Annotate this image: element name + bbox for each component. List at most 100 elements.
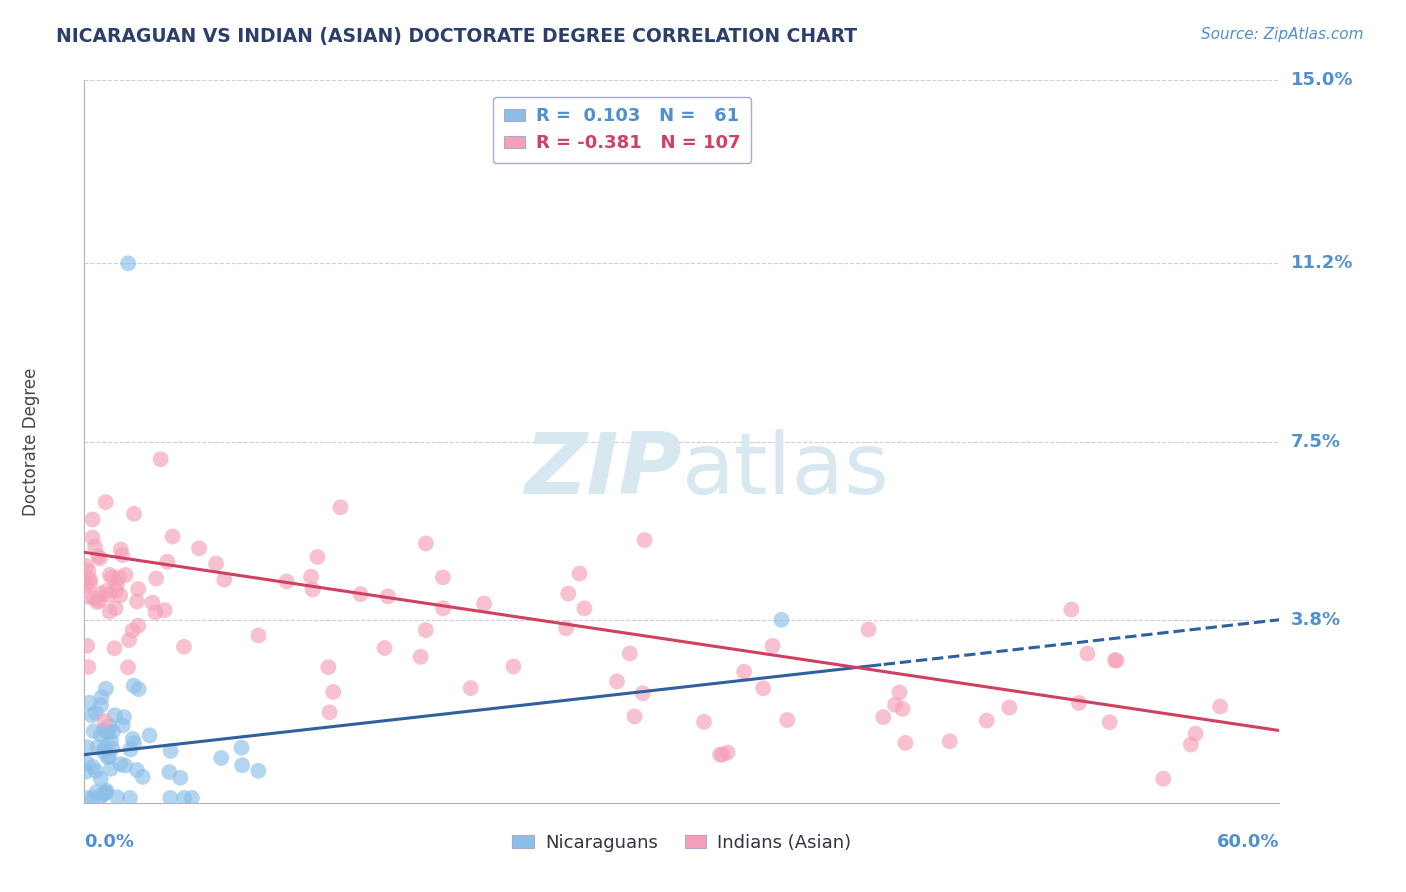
Point — [120, 742, 142, 756]
Point — [169, 771, 191, 785]
Point — [87, 739, 110, 754]
Point — [373, 640, 395, 655]
Point — [157, 765, 180, 780]
Point — [159, 791, 181, 805]
Point — [472, 597, 495, 611]
Point — [97, 725, 120, 739]
Point — [117, 256, 139, 270]
Point — [76, 578, 98, 592]
Text: 15.0%: 15.0% — [1291, 71, 1353, 89]
Point — [76, 740, 98, 755]
Point — [1152, 772, 1174, 786]
Point — [122, 736, 145, 750]
Point — [101, 741, 124, 756]
Point — [149, 452, 172, 467]
Point — [205, 557, 228, 571]
Point — [114, 568, 136, 582]
Text: atlas: atlas — [682, 429, 890, 512]
Point — [104, 601, 127, 615]
Point — [329, 500, 352, 515]
Text: Source: ZipAtlas.com: Source: ZipAtlas.com — [1201, 27, 1364, 42]
Point — [79, 573, 101, 587]
Point — [77, 564, 100, 578]
Text: 7.5%: 7.5% — [1291, 433, 1340, 450]
Point — [1076, 647, 1098, 661]
Point — [188, 541, 211, 556]
Point — [276, 574, 298, 589]
Point — [125, 763, 148, 777]
Point — [733, 665, 755, 679]
Point — [557, 587, 579, 601]
Point — [770, 613, 793, 627]
Point — [104, 708, 127, 723]
Point — [711, 747, 734, 762]
Point — [82, 790, 104, 805]
Point — [318, 660, 340, 674]
Point — [89, 791, 111, 805]
Point — [100, 734, 122, 748]
Point — [82, 760, 104, 774]
Point — [98, 749, 121, 764]
Point — [299, 570, 322, 584]
Point — [606, 674, 628, 689]
Point — [79, 696, 101, 710]
Point — [127, 582, 149, 596]
Point — [89, 551, 111, 566]
Point — [90, 586, 112, 600]
Point — [209, 751, 232, 765]
Point — [98, 719, 121, 733]
Point — [127, 619, 149, 633]
Point — [108, 570, 131, 584]
Point — [121, 624, 143, 638]
Point — [96, 783, 118, 797]
Point — [77, 660, 100, 674]
Point — [502, 659, 524, 673]
Text: Doctorate Degree: Doctorate Degree — [21, 368, 39, 516]
Point — [709, 747, 731, 762]
Point — [84, 540, 107, 554]
Point — [121, 731, 143, 746]
Point — [110, 588, 132, 602]
Text: ZIP: ZIP — [524, 429, 682, 512]
Point — [1209, 699, 1232, 714]
Point — [82, 531, 104, 545]
Point — [93, 786, 115, 800]
Point — [693, 714, 716, 729]
Point — [247, 628, 270, 642]
Point — [96, 726, 118, 740]
Point — [409, 649, 432, 664]
Point — [301, 582, 323, 597]
Point — [231, 740, 253, 755]
Point — [128, 682, 150, 697]
Point — [94, 681, 117, 696]
Point — [752, 681, 775, 696]
Point — [80, 708, 103, 723]
Point — [76, 639, 98, 653]
Point — [94, 785, 117, 799]
Point — [377, 590, 399, 604]
Point — [568, 566, 591, 581]
Point — [93, 788, 115, 802]
Point — [623, 709, 645, 723]
Point — [1184, 727, 1206, 741]
Point — [93, 744, 115, 758]
Point — [889, 685, 911, 699]
Point — [619, 646, 641, 660]
Point — [90, 728, 112, 742]
Point — [432, 570, 454, 584]
Point — [415, 536, 437, 550]
Point — [716, 746, 738, 760]
Point — [112, 710, 135, 724]
Point — [93, 723, 115, 737]
Point — [976, 714, 998, 728]
Point — [1098, 715, 1121, 730]
Point — [173, 640, 195, 654]
Point — [555, 621, 578, 635]
Point — [79, 575, 101, 590]
Point — [111, 548, 134, 562]
Point — [75, 764, 97, 779]
Point — [173, 791, 195, 805]
Point — [145, 571, 167, 585]
Point — [98, 605, 121, 619]
Legend: Nicaraguans, Indians (Asian): Nicaraguans, Indians (Asian) — [505, 826, 859, 859]
